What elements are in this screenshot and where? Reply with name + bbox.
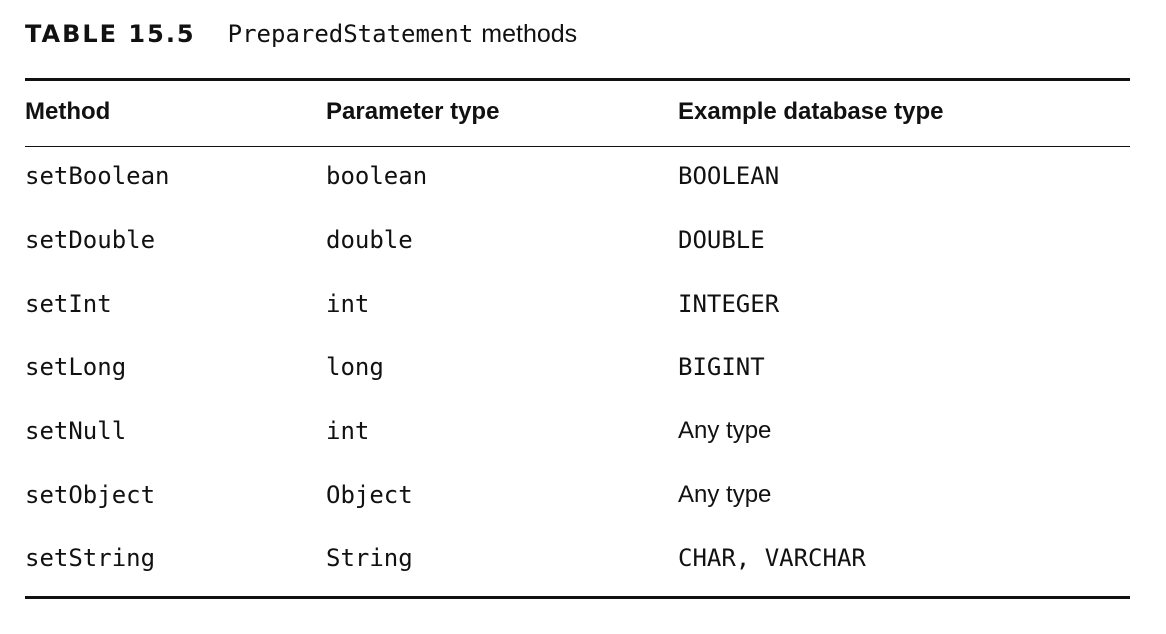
table-header-rule: [25, 146, 1130, 147]
method-cell: setInt: [25, 290, 112, 318]
table-title: PreparedStatement methods: [228, 20, 578, 49]
parameter-type-cell: long: [326, 353, 384, 381]
parameter-type-cell: int: [326, 417, 370, 445]
parameter-type-cell: Object: [326, 481, 413, 509]
method-cell: setBoolean: [25, 162, 170, 190]
header-parameter-type: Parameter type: [326, 98, 500, 125]
table-row: setBoolean boolean BOOLEAN: [0, 156, 1166, 196]
table-row: setDouble double DOUBLE: [0, 220, 1166, 260]
method-cell: setString: [25, 544, 156, 572]
method-cell: setNull: [25, 417, 127, 445]
table-number: TABLE 15.5: [25, 20, 196, 48]
parameter-type-cell: String: [326, 544, 413, 572]
database-type-cell: DOUBLE: [678, 226, 765, 254]
table-row: setNull int Any type: [0, 411, 1166, 451]
header-database-type: Example database type: [678, 98, 944, 125]
table-row: setObject Object Any type: [0, 475, 1166, 515]
parameter-type-cell: boolean: [326, 162, 428, 190]
table-title-class: PreparedStatement: [227, 20, 474, 48]
parameter-type-cell: int: [326, 290, 370, 318]
database-type-cell: CHAR, VARCHAR: [678, 544, 866, 572]
method-cell: setObject: [25, 481, 156, 509]
database-type-cell: Any type: [678, 481, 772, 508]
parameter-type-cell: double: [326, 226, 413, 254]
table-header-row: Method Parameter type Example database t…: [0, 92, 1166, 132]
method-cell: setDouble: [25, 226, 156, 254]
table-top-rule: [25, 78, 1130, 81]
database-type-cell: BIGINT: [678, 353, 765, 381]
method-cell: setLong: [25, 353, 127, 381]
table-caption: TABLE 15.5 PreparedStatement methods: [25, 20, 577, 52]
table-bottom-rule: [25, 596, 1130, 599]
table-title-suffix: methods: [481, 20, 578, 48]
database-type-cell: BOOLEAN: [678, 162, 780, 190]
table-row: setInt int INTEGER: [0, 284, 1166, 324]
table-row: setLong long BIGINT: [0, 347, 1166, 387]
database-type-cell: Any type: [678, 417, 772, 444]
database-type-cell: INTEGER: [678, 290, 780, 318]
table-row: setString String CHAR, VARCHAR: [0, 538, 1166, 578]
header-method: Method: [25, 98, 111, 125]
